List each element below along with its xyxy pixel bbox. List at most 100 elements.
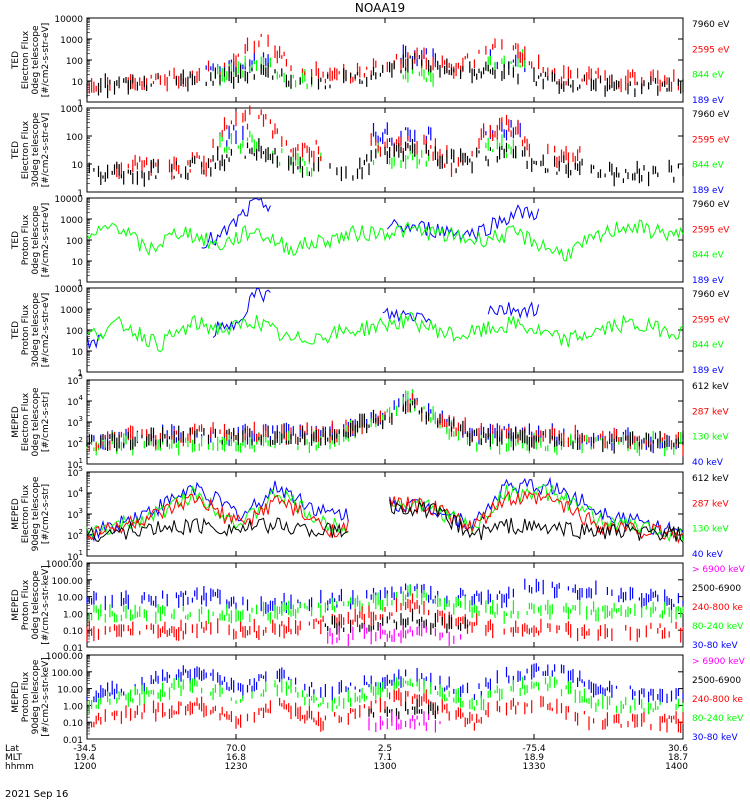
y-axis-label-line: TED xyxy=(11,51,21,70)
series-blue xyxy=(201,197,540,249)
legend-label: 844 eV xyxy=(692,251,725,261)
series-line xyxy=(86,311,684,353)
figure-title: NOAA19 xyxy=(355,1,405,15)
y-axis-label-line: MEPED xyxy=(11,498,21,530)
series-line xyxy=(86,517,349,542)
series-black xyxy=(324,608,469,635)
series-line xyxy=(86,480,349,542)
legend-label: 189 eV xyxy=(692,186,725,196)
y-axis-label: TED Electron Flux 30deg telescope [#/cm2-s-… xyxy=(11,112,51,187)
legend-label: 40 keV xyxy=(692,550,724,560)
y-axis-label-line: 0deg telescope xyxy=(31,387,41,457)
legend-label: 287 keV xyxy=(692,407,729,417)
y-axis-label-line: 30deg telescope xyxy=(31,112,41,187)
legend-label: 7960 eV xyxy=(692,110,730,120)
series-red xyxy=(88,33,680,94)
ephemeris-row-label: Lat xyxy=(5,744,20,754)
series-green xyxy=(86,311,684,353)
series-black xyxy=(368,699,439,722)
series-black xyxy=(86,499,684,543)
y-tick-label: 1000 xyxy=(60,216,83,226)
y-tick-label: 0.10 xyxy=(63,719,83,729)
series-line xyxy=(389,490,684,544)
y-axis-label-line: [#/cm2-s-str-keV] xyxy=(41,657,51,736)
ephemeris-row-label: hhmm xyxy=(5,762,34,772)
legend-label: 612 keV xyxy=(692,474,729,484)
legend-label: 2595 eV xyxy=(692,225,730,235)
y-axis-label-line: TED xyxy=(11,321,21,340)
y-tick-label: 10 xyxy=(72,258,84,268)
legend-label: 189 eV xyxy=(692,366,725,376)
y-axis-label: TED Electron Flux 0deg telescope [#/cm2-s-s… xyxy=(11,23,51,98)
series-red xyxy=(86,593,684,643)
series-blue xyxy=(86,476,684,542)
legend-label: > 6900 keV xyxy=(692,565,746,575)
y-axis-label-line: Electron Flux xyxy=(21,120,31,179)
legend-label: 2595 eV xyxy=(692,315,730,325)
y-axis-label-line: Electron Flux xyxy=(21,392,31,451)
ephemeris-row-label: MLT xyxy=(5,753,23,763)
y-tick-label: 0.10 xyxy=(63,627,83,637)
legend-label: 80-240 keV xyxy=(692,622,744,632)
ephemeris-lat: -75.4 xyxy=(522,744,546,754)
y-axis-label: MEPED Proton Flux 0deg telescope [#/cm2-s-s… xyxy=(11,565,51,644)
y-tick-label: 1000 xyxy=(60,105,83,115)
y-axis-label-line: [#/cm2-s-str-eV] xyxy=(41,23,51,98)
series-magenta xyxy=(327,622,462,646)
y-axis-label: MEPED Electron Flux 90deg telescope [#/cm2-… xyxy=(11,476,51,551)
series-line xyxy=(389,484,684,543)
y-axis-label-line: [#/cm2-s-str-eV] xyxy=(41,203,51,278)
y-axis-label: TED Proton Flux 30deg telescope [#/cm2-s-st… xyxy=(11,292,51,367)
series-red xyxy=(90,688,684,733)
y-tick-label: 100 xyxy=(66,57,83,67)
y-axis-label-line: Proton Flux xyxy=(21,671,31,722)
y-axis-label-line: [#/cm2-s-str] xyxy=(41,484,51,544)
legend-label: 30-80 keV xyxy=(692,641,738,651)
legend-label: > 6900 keV xyxy=(692,657,746,667)
y-tick-label: 104 xyxy=(67,486,83,500)
legend-label: 612 keV xyxy=(692,382,729,392)
ephemeris-hhmm: 1300 xyxy=(374,762,397,772)
y-axis-label-line: [#/cm2-s-str-keV] xyxy=(41,565,51,644)
y-axis-label-line: MEPED xyxy=(11,681,21,713)
panel-2: 1 10 100 1000 TED Electron Flux 30deg telescop… xyxy=(11,105,730,199)
y-tick-label: 105 xyxy=(67,373,83,387)
y-tick-label: 10000 xyxy=(54,285,83,295)
ephemeris-lat: 2.5 xyxy=(378,744,392,754)
y-tick-label: 1000 xyxy=(60,36,83,46)
y-tick-label: 10000 xyxy=(54,195,83,205)
y-tick-label: 10 xyxy=(72,348,84,358)
y-axis-label-line: [#/cm2-s-str-eV] xyxy=(41,113,51,188)
series-magenta xyxy=(368,711,441,733)
y-axis-label-line: Proton Flux xyxy=(21,214,31,265)
series-black xyxy=(86,398,684,454)
ephemeris-hhmm: 1200 xyxy=(74,762,97,772)
legend-label: 2595 eV xyxy=(692,45,730,55)
legend-label: 2595 eV xyxy=(692,135,730,145)
series-line xyxy=(86,485,349,540)
legend-label: 189 eV xyxy=(692,96,725,106)
legend-label: 7960 eV xyxy=(692,20,730,30)
ephemeris-mlt: 18.7 xyxy=(668,753,688,763)
series-line xyxy=(212,287,271,338)
legend-label: 240-800 ke xyxy=(692,603,743,613)
figure-date: 2021 Sep 16 xyxy=(5,789,68,800)
y-axis-label: MEPED Proton Flux 90deg telescope [#/cm2-s-… xyxy=(11,657,51,736)
legend-label: 844 eV xyxy=(692,161,725,171)
y-tick-label: 10 xyxy=(72,161,84,171)
legend-label: 130 keV xyxy=(692,525,729,535)
y-axis-label-line: 0deg telescope xyxy=(31,25,41,95)
ephemeris-lat: -34.5 xyxy=(73,744,96,754)
series-line xyxy=(86,219,684,262)
y-axis-label-line: [#/cm2-s-str] xyxy=(41,392,51,452)
y-tick-label: 10.00 xyxy=(57,686,83,696)
panel-frame xyxy=(86,379,684,465)
series-red xyxy=(116,105,581,180)
